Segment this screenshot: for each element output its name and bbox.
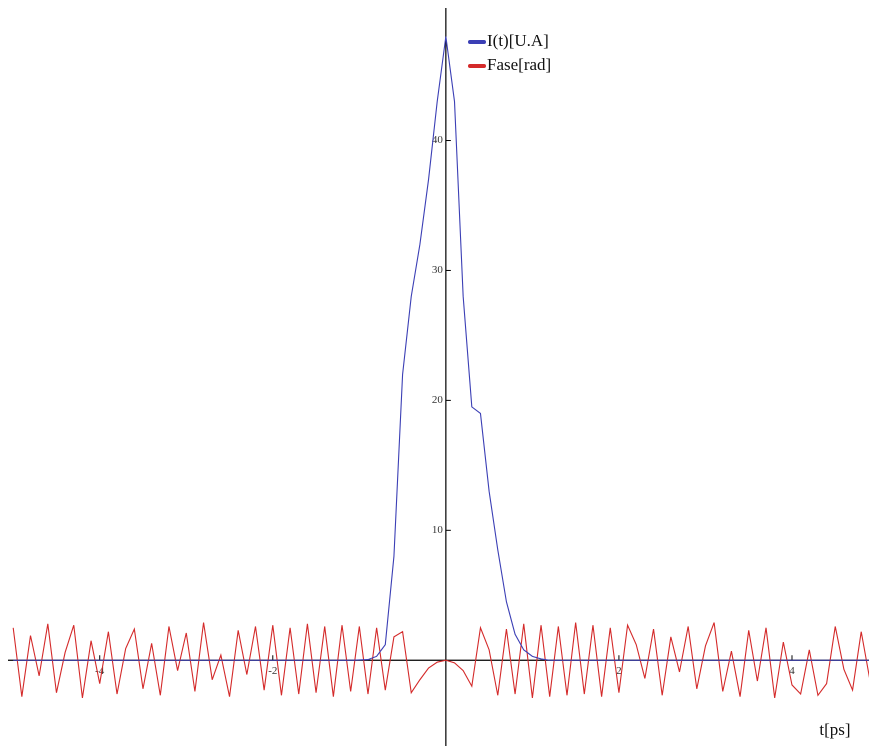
x-axis-label: t[ps] <box>819 720 850 739</box>
legend: I(t)[U.A] Fase[rad] <box>470 31 551 74</box>
x-tick-label: -2 <box>268 665 277 677</box>
y-tick-label: 10 <box>432 524 444 536</box>
legend-label: I(t)[U.A] <box>487 31 549 50</box>
legend-label: Fase[rad] <box>487 55 551 74</box>
y-tick-label: 30 <box>432 264 444 276</box>
page: {"chart_data": {"type": "line", "xlabel"… <box>0 0 869 746</box>
y-tick-label: 20 <box>432 394 444 406</box>
chart: t[ps] -4-22410203040I(t)[U.A]Fase[rad] <box>0 0 869 746</box>
series-line <box>13 37 869 661</box>
